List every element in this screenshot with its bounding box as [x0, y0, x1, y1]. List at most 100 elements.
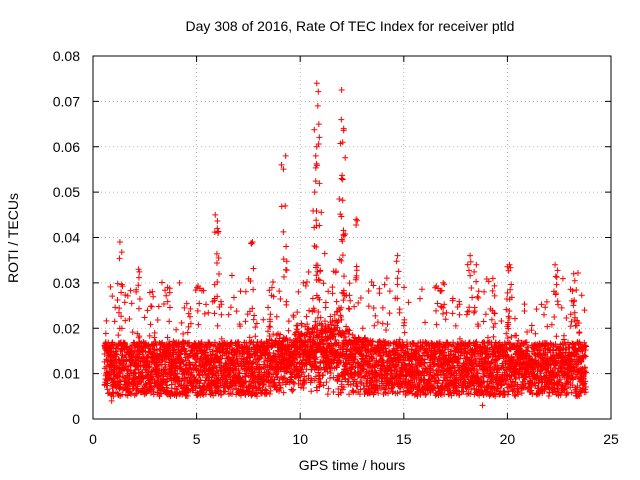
data-point — [503, 306, 510, 313]
data-point — [159, 279, 166, 286]
data-point — [162, 287, 169, 294]
data-points — [101, 80, 590, 409]
data-point — [237, 288, 244, 295]
data-point — [333, 298, 340, 305]
data-point — [258, 389, 265, 396]
data-point — [128, 300, 135, 307]
data-point — [230, 294, 237, 301]
data-point — [147, 321, 154, 328]
data-point — [119, 373, 126, 380]
data-point — [508, 334, 515, 340]
data-point — [381, 281, 388, 288]
data-point — [371, 322, 378, 329]
data-point — [222, 388, 229, 395]
grid-lines — [93, 56, 611, 419]
data-point — [303, 313, 310, 320]
data-point — [266, 287, 273, 294]
data-point — [201, 310, 208, 317]
data-point — [201, 371, 208, 378]
data-point — [124, 292, 131, 299]
data-point — [273, 332, 280, 339]
data-point — [242, 288, 249, 295]
data-point — [277, 385, 284, 392]
data-point — [226, 354, 233, 361]
data-point — [113, 351, 120, 358]
data-point — [386, 288, 393, 295]
data-point — [266, 390, 273, 397]
data-point — [273, 313, 280, 320]
data-point — [305, 268, 312, 275]
data-point — [236, 341, 243, 348]
data-point — [142, 390, 149, 397]
data-point — [401, 284, 408, 291]
data-point — [116, 377, 123, 384]
data-point — [158, 340, 165, 347]
data-point — [209, 389, 216, 396]
data-point — [255, 356, 262, 363]
data-point — [321, 250, 328, 257]
data-point — [195, 321, 202, 328]
data-point — [528, 322, 535, 329]
data-point — [324, 391, 331, 398]
data-point — [558, 304, 565, 311]
data-point — [247, 354, 254, 361]
data-point — [134, 354, 141, 361]
data-point — [267, 318, 274, 325]
data-point — [229, 386, 236, 393]
data-point — [480, 318, 487, 325]
data-point — [469, 294, 476, 301]
data-point — [280, 389, 287, 396]
data-point — [555, 301, 562, 308]
data-point — [173, 386, 180, 393]
data-point — [184, 329, 191, 336]
data-point — [543, 298, 550, 305]
data-point — [191, 373, 198, 380]
data-point — [149, 288, 156, 295]
data-point — [252, 348, 259, 355]
data-point — [157, 345, 164, 352]
data-point — [521, 301, 528, 308]
data-point — [154, 317, 161, 324]
data-point — [492, 320, 499, 327]
data-point — [467, 272, 474, 279]
data-point — [126, 316, 133, 323]
data-point — [268, 284, 275, 291]
data-point — [228, 272, 235, 279]
data-point — [181, 304, 188, 311]
data-point — [532, 330, 539, 337]
data-point — [238, 362, 245, 369]
data-point — [320, 382, 327, 389]
data-point — [253, 393, 260, 400]
data-point — [383, 275, 390, 282]
data-point — [347, 297, 354, 304]
data-point — [185, 323, 192, 330]
data-point — [150, 391, 157, 398]
data-point — [504, 289, 511, 296]
data-point — [253, 320, 260, 327]
data-point — [504, 391, 511, 398]
data-point — [178, 319, 185, 326]
data-point — [210, 348, 217, 355]
data-point — [164, 387, 171, 394]
data-point — [194, 353, 201, 360]
data-point — [252, 324, 259, 331]
data-point — [123, 358, 130, 365]
data-point — [545, 393, 552, 400]
data-point — [200, 287, 207, 294]
data-point — [260, 316, 267, 323]
data-point — [559, 275, 566, 282]
data-point — [236, 370, 243, 377]
data-point — [432, 307, 439, 314]
data-point — [542, 304, 549, 311]
data-point — [122, 317, 129, 324]
data-point — [295, 288, 302, 295]
data-point — [118, 313, 125, 320]
data-point — [211, 310, 218, 317]
data-point — [205, 309, 212, 316]
data-point — [187, 305, 194, 312]
data-point — [109, 293, 116, 300]
data-point — [196, 300, 203, 307]
data-point — [267, 323, 274, 330]
data-point — [235, 369, 242, 376]
